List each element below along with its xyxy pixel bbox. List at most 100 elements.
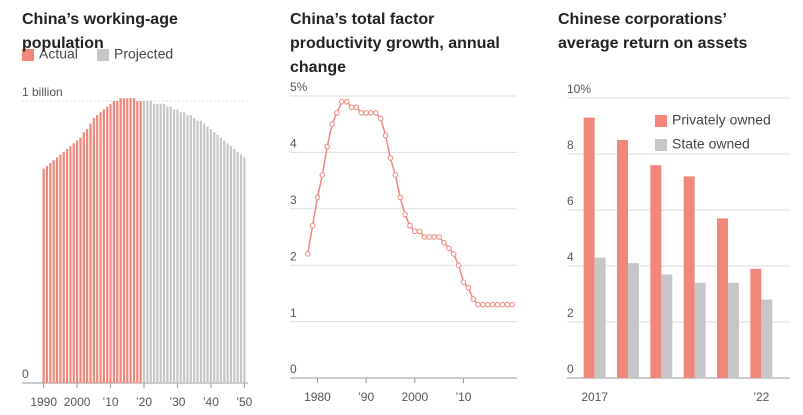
bar — [122, 98, 126, 384]
bar — [189, 115, 192, 383]
legend-label: Privately owned — [672, 112, 771, 128]
point — [421, 234, 428, 240]
bar — [203, 123, 206, 383]
x-tick-label: ’22 — [753, 390, 769, 404]
point — [455, 262, 462, 269]
bar — [169, 106, 172, 383]
point — [314, 194, 321, 201]
point — [504, 301, 511, 308]
bar — [45, 165, 49, 383]
legend-label: State owned — [672, 136, 750, 152]
bar — [683, 176, 695, 378]
bar — [86, 129, 89, 383]
bar — [186, 115, 189, 383]
bar — [79, 137, 82, 383]
bar — [149, 101, 152, 383]
point — [343, 98, 350, 105]
point — [329, 121, 335, 127]
point — [446, 245, 452, 252]
bar — [49, 163, 52, 383]
bar — [750, 268, 762, 378]
point — [475, 301, 481, 308]
y-tick-label: 8 — [567, 138, 574, 152]
point — [407, 222, 413, 229]
x-tick-label: 2000 — [64, 395, 91, 409]
bar — [76, 140, 79, 383]
bar — [661, 274, 673, 378]
legend-swatch — [655, 115, 667, 127]
y-tick-label: 3 — [290, 193, 297, 207]
bar — [179, 112, 182, 383]
bar — [159, 103, 162, 383]
bar — [152, 103, 156, 383]
bar — [132, 98, 136, 384]
legend-label: Projected — [114, 46, 173, 62]
y-tick-label: 6 — [567, 194, 574, 208]
bar — [206, 126, 209, 383]
point — [450, 251, 457, 257]
legend-swatch — [655, 139, 667, 151]
bar — [162, 103, 166, 383]
point — [485, 301, 491, 308]
bar — [166, 106, 169, 383]
bar — [102, 109, 105, 384]
x-tick-label: 2000 — [401, 390, 428, 404]
bar — [119, 98, 122, 384]
point — [499, 301, 506, 308]
bar — [628, 263, 639, 378]
x-tick-label: ’50 — [236, 395, 252, 409]
point — [353, 104, 360, 111]
point — [460, 279, 467, 285]
bar — [65, 148, 69, 383]
bar — [583, 117, 595, 378]
point — [489, 301, 496, 308]
point — [373, 110, 379, 116]
y-tick-label: 2 — [567, 306, 574, 320]
bar — [694, 282, 706, 378]
point — [304, 251, 311, 257]
chart-title: China’s total factor productivity growth… — [290, 11, 500, 76]
point — [509, 301, 515, 308]
point — [368, 110, 374, 116]
bar — [89, 123, 92, 383]
point — [348, 104, 355, 111]
bar — [717, 218, 728, 378]
bar — [728, 282, 739, 378]
bar — [196, 120, 199, 384]
bar — [594, 257, 606, 378]
bar — [223, 140, 226, 383]
x-tick-label: 2017 — [581, 390, 608, 404]
point — [363, 110, 369, 116]
bar — [229, 146, 233, 383]
bar — [96, 115, 99, 383]
point — [494, 301, 501, 308]
bar — [42, 168, 45, 383]
y-tick-label: 2 — [290, 249, 297, 263]
bar — [52, 160, 55, 383]
bar — [59, 154, 62, 383]
bar — [193, 117, 196, 384]
point — [377, 115, 384, 122]
bar — [243, 157, 246, 383]
point — [436, 234, 442, 240]
point — [397, 194, 404, 201]
bar — [213, 132, 216, 383]
point — [441, 239, 447, 246]
bar — [761, 299, 773, 378]
bar — [126, 98, 129, 384]
bar — [62, 151, 65, 383]
point — [382, 132, 389, 139]
bar — [112, 101, 116, 383]
bar — [55, 157, 59, 383]
y-tick-label: 5% — [290, 80, 308, 94]
y-tick-label: 0 — [290, 362, 297, 376]
line — [306, 100, 513, 306]
point — [392, 172, 399, 178]
bar — [136, 101, 139, 383]
x-tick-label: 1980 — [304, 390, 331, 404]
x-tick-label: ’40 — [203, 395, 219, 409]
point — [358, 110, 365, 116]
bar — [172, 109, 176, 384]
point — [416, 228, 423, 235]
